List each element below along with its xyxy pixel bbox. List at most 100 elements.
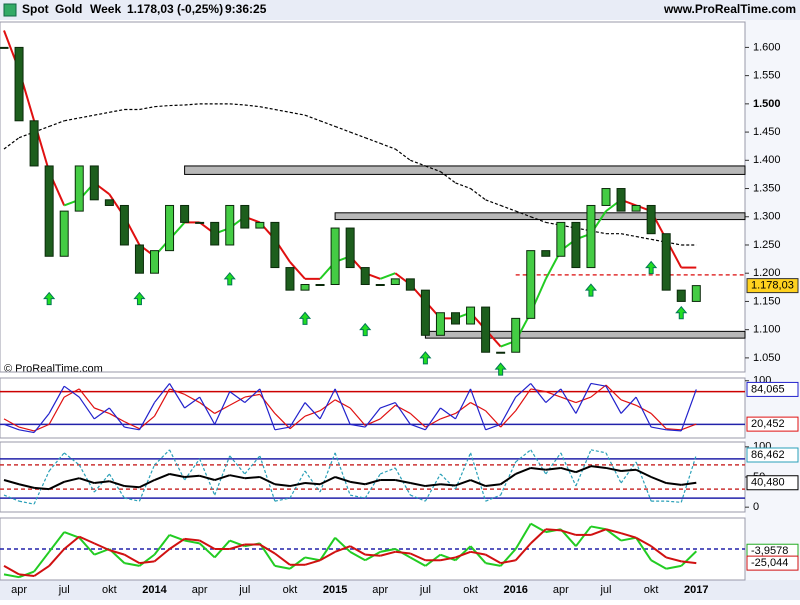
series-line bbox=[635, 404, 652, 414]
series-line bbox=[78, 477, 95, 484]
x-tick-label: okt bbox=[283, 584, 298, 596]
series-line bbox=[469, 388, 487, 431]
candle bbox=[210, 221, 220, 246]
x-tick-label: apr bbox=[11, 584, 27, 596]
series-line bbox=[650, 413, 667, 430]
series-line bbox=[33, 565, 50, 577]
series-line bbox=[605, 452, 622, 484]
series-line bbox=[319, 388, 336, 420]
series-line bbox=[229, 103, 245, 106]
candle bbox=[405, 278, 415, 291]
series-line bbox=[380, 401, 396, 409]
series-line bbox=[380, 467, 396, 475]
series-line bbox=[78, 464, 95, 493]
series-line bbox=[575, 396, 592, 404]
candle bbox=[451, 312, 460, 325]
series-line bbox=[229, 474, 245, 480]
series-line bbox=[470, 479, 486, 487]
series-line bbox=[214, 455, 231, 496]
series-line bbox=[169, 388, 185, 395]
series-line bbox=[199, 474, 215, 481]
series-line bbox=[515, 449, 532, 463]
series-line bbox=[620, 233, 637, 238]
series-line bbox=[244, 388, 261, 403]
last-value-label: 20,452 bbox=[751, 418, 785, 430]
series-line bbox=[304, 470, 321, 493]
series-line bbox=[440, 483, 456, 487]
series-line bbox=[545, 391, 562, 398]
candle bbox=[14, 46, 24, 122]
series-line bbox=[184, 103, 200, 106]
series-line bbox=[124, 497, 140, 502]
series-line bbox=[169, 449, 186, 481]
candle bbox=[195, 221, 205, 224]
x-tick-label: 2015 bbox=[323, 584, 347, 596]
candle bbox=[119, 204, 129, 246]
series-line bbox=[3, 479, 20, 486]
candle bbox=[104, 199, 114, 206]
last-value-box bbox=[746, 278, 799, 294]
x-tick-label: jul bbox=[58, 584, 70, 596]
series-line bbox=[334, 388, 351, 425]
candle bbox=[481, 306, 491, 353]
series-line bbox=[78, 537, 96, 556]
series-line bbox=[63, 385, 80, 398]
series-line bbox=[184, 458, 201, 481]
series-line bbox=[3, 573, 20, 579]
series-line bbox=[78, 388, 95, 409]
series-line bbox=[184, 537, 200, 542]
last-value-label: 86,462 bbox=[751, 449, 785, 461]
series-line bbox=[33, 470, 50, 505]
series-line bbox=[651, 426, 667, 431]
signal-arrow bbox=[675, 305, 688, 320]
series-line bbox=[620, 468, 637, 472]
series-line bbox=[289, 556, 306, 570]
series-line bbox=[229, 391, 246, 404]
x-tick-label: apr bbox=[372, 584, 388, 596]
series-line bbox=[334, 125, 351, 133]
candle bbox=[541, 250, 551, 257]
series-line bbox=[274, 552, 291, 566]
series-line bbox=[184, 474, 200, 478]
x-tick-label: 2017 bbox=[684, 584, 708, 596]
series-line bbox=[139, 415, 155, 430]
series-line bbox=[154, 473, 170, 481]
series-line bbox=[500, 473, 517, 486]
candle bbox=[285, 267, 295, 291]
series-line bbox=[229, 543, 246, 550]
time: 9:36:25 bbox=[225, 2, 267, 16]
series-line bbox=[560, 452, 577, 487]
series-line bbox=[334, 545, 351, 553]
series-line bbox=[410, 159, 426, 167]
series-line bbox=[605, 466, 622, 472]
series-line bbox=[259, 476, 276, 486]
series-line bbox=[18, 429, 35, 434]
series-line bbox=[590, 384, 607, 398]
candle bbox=[315, 284, 325, 286]
signal-arrow bbox=[133, 291, 146, 306]
series-line bbox=[349, 545, 366, 556]
series-line bbox=[154, 449, 170, 466]
series-line bbox=[455, 479, 471, 487]
candle bbox=[165, 204, 175, 252]
series-line bbox=[199, 396, 216, 425]
series-line bbox=[590, 382, 607, 387]
signal-arrow bbox=[223, 272, 236, 286]
series-line bbox=[469, 545, 487, 564]
series-line bbox=[425, 483, 441, 488]
series-line bbox=[139, 106, 155, 111]
series-line bbox=[469, 452, 487, 502]
candle bbox=[631, 204, 641, 212]
candle bbox=[240, 204, 250, 229]
series-line bbox=[545, 528, 561, 532]
series-line bbox=[500, 559, 516, 565]
series-line bbox=[63, 535, 80, 550]
series-line bbox=[319, 399, 336, 412]
series-line bbox=[605, 528, 622, 535]
series-line bbox=[681, 423, 697, 431]
series-line bbox=[153, 534, 171, 556]
series-line bbox=[304, 556, 321, 562]
series-line bbox=[485, 410, 502, 428]
y-tick-label: 1.150 bbox=[753, 295, 781, 307]
